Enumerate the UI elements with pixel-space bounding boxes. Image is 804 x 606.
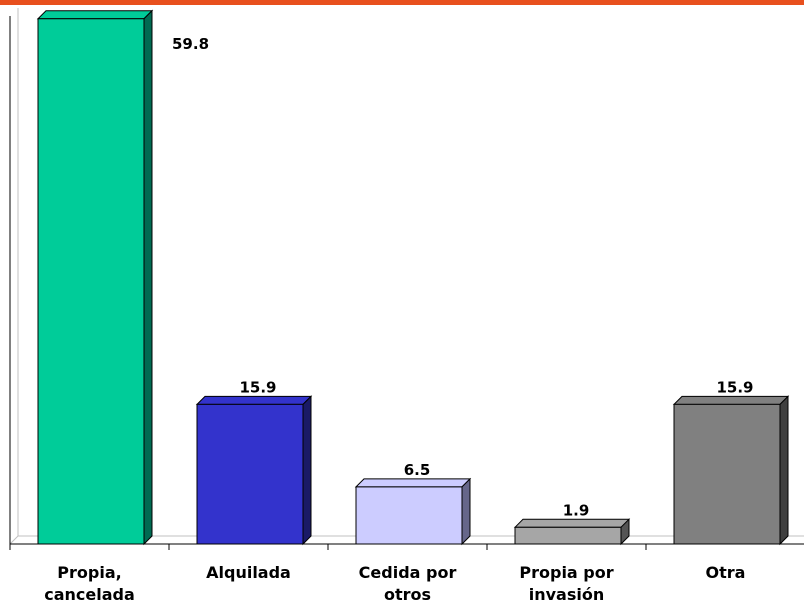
top-accent-rule <box>0 0 804 5</box>
category-label: Propia por <box>519 563 613 582</box>
bar-side-face <box>302 395 312 546</box>
bar-4 <box>513 518 631 546</box>
category-label: Otra <box>706 563 746 582</box>
bar-series <box>36 9 790 546</box>
bar-side-face <box>143 9 153 546</box>
bar-front-face <box>514 526 622 545</box>
bar-1 <box>36 9 154 546</box>
category-label: invasión <box>529 585 605 604</box>
value-label: 15.9 <box>716 378 753 396</box>
bar-top-face <box>354 478 472 488</box>
category-label: Propia, <box>57 563 121 582</box>
value-label: 15.9 <box>239 378 276 396</box>
bar-side-face <box>461 477 471 546</box>
bar-front-face <box>196 403 304 545</box>
category-label: Cedida por <box>359 563 457 582</box>
category-label: otros <box>384 585 431 604</box>
value-label: 6.5 <box>404 461 431 479</box>
bar-top-face <box>195 395 313 405</box>
category-labels: Propia, cancelada Alquilada Cedida por otros… <box>44 563 745 604</box>
category-label: cancelada <box>44 585 135 604</box>
bar-top-face <box>36 10 154 20</box>
bar-3 <box>354 477 472 546</box>
bar-top-face <box>513 518 631 528</box>
bar-front-face <box>355 486 463 545</box>
value-label: 1.9 <box>563 501 590 519</box>
value-labels: 59.8 15.9 6.5 1.9 15.9 <box>172 35 754 520</box>
category-label: Alquilada <box>206 563 291 582</box>
value-label: 59.8 <box>172 35 209 53</box>
bar-side-face <box>779 395 789 546</box>
bar-front-face <box>37 18 145 545</box>
bar-top-face <box>672 395 790 405</box>
bar-5 <box>672 395 790 546</box>
bar-2 <box>195 395 313 546</box>
bar-front-face <box>673 403 781 545</box>
